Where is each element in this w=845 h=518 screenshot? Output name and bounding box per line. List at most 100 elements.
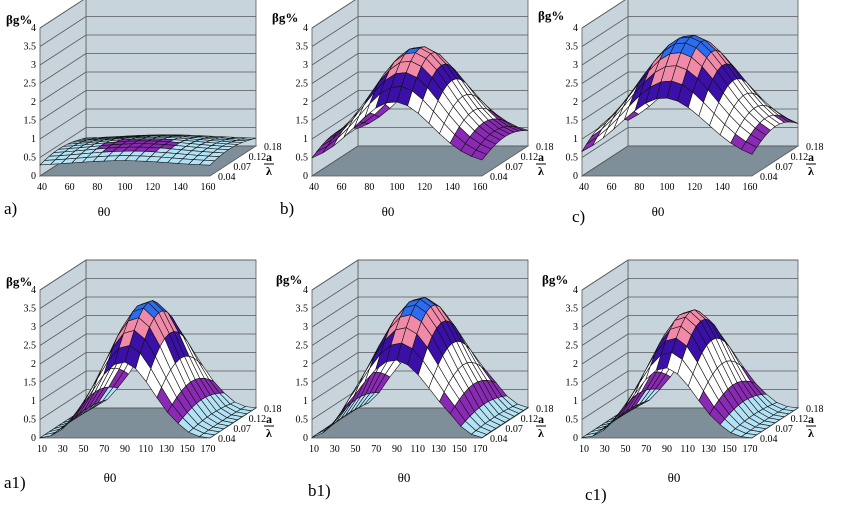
x-tick-label: 90: [392, 444, 402, 455]
chart-panel-a1: 0 0.5 1 1.5 2 2.5 3 3.5 4βg% 10 30 50 70 90 110 130 150 1…: [4, 259, 282, 492]
surface-cell: [198, 159, 216, 166]
y-tick-label: 3: [573, 322, 578, 333]
depth-tick-label: 0.04: [490, 434, 508, 445]
x-tick-label: 160: [743, 182, 758, 193]
x-tick-label: 140: [445, 182, 460, 193]
y-gridline: [39, 90, 256, 121]
panel-label: c1): [585, 485, 607, 504]
y-tick-label: 0.5: [566, 415, 579, 426]
y-tick-label: 1.5: [296, 116, 309, 127]
y-tick-label: 3.5: [296, 304, 309, 315]
y-axis-label: βg%: [542, 272, 568, 287]
back-wall: [85, 0, 257, 147]
panel-label: a1): [4, 473, 26, 492]
y-gridline: [39, 53, 256, 84]
y-gridline: [39, 352, 256, 383]
depth-tick-label: 0.07: [233, 424, 251, 435]
y-tick-label: 2: [573, 97, 578, 108]
y-gridline: [39, 333, 256, 365]
depth-tick-label: 0.12: [791, 152, 809, 163]
panel-label: c): [572, 207, 585, 226]
y-gridline: [581, 0, 626, 29]
x-axis-label: θ0: [98, 204, 111, 219]
depth-tick-label: 0.18: [536, 142, 554, 153]
x-tick-label: 130: [701, 444, 716, 455]
y-axis-label: βg%: [272, 10, 298, 25]
y-tick-label: 3.5: [566, 42, 579, 53]
x-tick-label: 50: [79, 444, 89, 455]
y-tick-label: 3.5: [24, 42, 37, 53]
x-tick-label: 120: [417, 182, 432, 193]
y-gridline: [581, 53, 798, 84]
depth-tick-label: 0.04: [760, 172, 778, 183]
depth-tick-label: 0.18: [806, 404, 824, 415]
depth-label-denominator: λ: [266, 164, 272, 178]
panel-label: b): [280, 199, 294, 218]
y-gridline: [581, 71, 798, 103]
depth-tick-label: 0.07: [233, 162, 251, 173]
x-tick-label: 100: [390, 182, 405, 193]
y-tick-label: 0: [31, 171, 36, 182]
y-tick-label: 0: [31, 433, 36, 444]
y-gridline: [39, 259, 256, 291]
x-tick-label: 80: [364, 182, 374, 193]
x-tick-label: 30: [600, 444, 610, 455]
x-tick-label: 130: [431, 444, 446, 455]
x-tick-label: 150: [722, 444, 737, 455]
y-gridline: [311, 0, 356, 29]
y-axis-label: βg%: [6, 12, 32, 27]
y-tick-label: 1.5: [24, 378, 37, 389]
y-gridline: [39, 296, 256, 328]
y-tick-label: 1: [573, 134, 578, 145]
y-gridline: [311, 16, 528, 47]
y-tick-label: 3: [31, 322, 36, 333]
x-tick-label: 100: [118, 182, 133, 193]
side-wall: [581, 0, 629, 177]
x-tick-label: 60: [65, 182, 75, 193]
y-gridline: [581, 34, 798, 66]
x-tick-label: 160: [201, 182, 216, 193]
y-tick-label: 1.5: [566, 378, 579, 389]
y-gridline: [311, 259, 528, 291]
x-axis-label: θ0: [382, 204, 395, 219]
x-axis-label: θ0: [668, 470, 681, 485]
depth-tick-label: 0.12: [249, 152, 267, 163]
x-tick-label: 40: [309, 182, 319, 193]
y-tick-label: 0.5: [296, 153, 309, 164]
y-tick-label: 0.5: [24, 153, 37, 164]
y-tick-label: 2: [303, 359, 308, 370]
y-tick-label: 3: [573, 60, 578, 71]
y-gridline: [581, 352, 798, 383]
surface-cell: [470, 430, 488, 438]
y-tick-label: 0: [303, 433, 308, 444]
y-tick-label: 2.5: [566, 79, 579, 90]
y-gridline: [39, 0, 84, 29]
y-tick-label: 3.5: [24, 304, 37, 315]
chart-panel-b1: 0 0.5 1 1.5 2 2.5 3 3.5 4βg% 10 30 50 70 90 110 130 150 1…: [276, 259, 554, 500]
x-tick-label: 30: [58, 444, 68, 455]
y-tick-label: 1: [31, 134, 36, 145]
x-tick-label: 50: [351, 444, 361, 455]
depth-tick-label: 0.04: [218, 434, 236, 445]
depth-tick-label: 0.18: [536, 404, 554, 415]
y-tick-label: 3: [303, 60, 308, 71]
depth-label-denominator: λ: [538, 426, 544, 440]
surface: [311, 46, 529, 161]
x-tick-label: 80: [634, 182, 644, 193]
x-tick-label: 90: [120, 444, 130, 455]
y-gridline: [311, 278, 528, 309]
depth-tick-label: 0.12: [521, 152, 539, 163]
y-tick-label: 2.5: [296, 79, 309, 90]
y-gridline: [311, 34, 528, 66]
y-tick-label: 0: [303, 171, 308, 182]
x-tick-label: 170: [473, 444, 488, 455]
y-tick-label: 1: [31, 396, 36, 407]
depth-tick-label: 0.04: [490, 172, 508, 183]
y-gridline: [311, 53, 528, 84]
y-tick-label: 4: [303, 23, 308, 34]
chart-panel-c1: 0 0.5 1 1.5 2 2.5 3 3.5 4 βg% 10 30 50 70 90 110 130 150 1…: [542, 259, 824, 504]
depth-label-numerator: a: [266, 412, 272, 426]
